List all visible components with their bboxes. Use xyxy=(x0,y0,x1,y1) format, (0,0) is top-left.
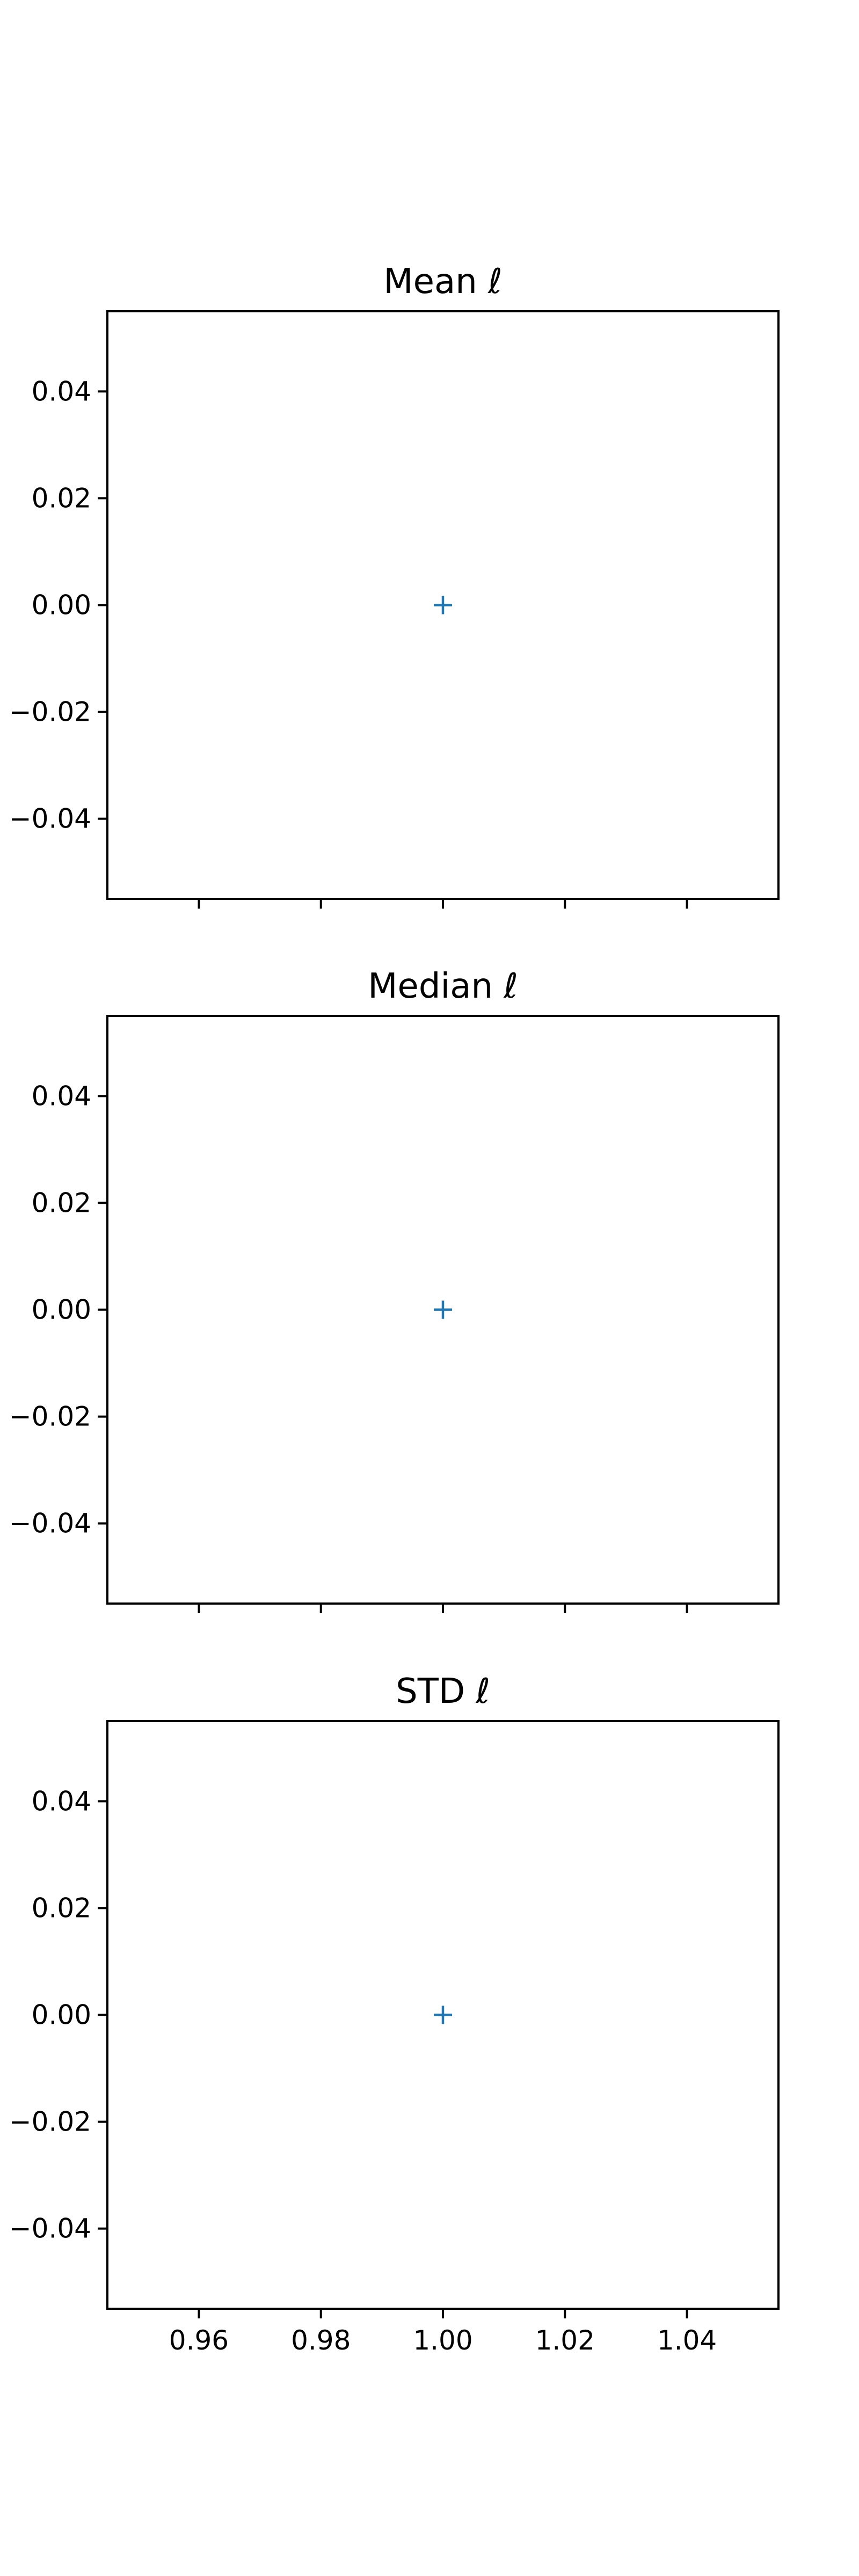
subplot-3-xtick-label: 1.04 xyxy=(657,2325,717,2356)
subplot-2-ytick-label: 0.02 xyxy=(32,1187,91,1218)
subplot-2-ytick-label: −0.02 xyxy=(9,1401,91,1432)
subplot-1-ytick-label: −0.04 xyxy=(9,803,91,835)
subplot-1-ytick-label: 0.04 xyxy=(32,376,91,407)
subplot-1-ytick-label: −0.02 xyxy=(9,697,91,728)
subplot-3-ytick-label: 0.02 xyxy=(32,1892,91,1923)
subplot-2-ytick-label: −0.04 xyxy=(9,1508,91,1539)
subplot-1-ytick-label: 0.02 xyxy=(32,482,91,514)
subplot-1-data-point xyxy=(434,596,452,614)
subplot-3-ytick-label: −0.02 xyxy=(9,2106,91,2138)
subplot-3-data-point xyxy=(434,2006,452,2024)
subplot-3-ytick-label: 0.04 xyxy=(32,1785,91,1817)
subplot-3-xtick-label: 1.02 xyxy=(535,2325,595,2356)
subplot-2-data-point xyxy=(434,1300,452,1319)
subplot-3-ytick-label: 0.00 xyxy=(32,2000,91,2031)
subplot-2-ytick-label: 0.04 xyxy=(32,1080,91,1111)
subplot-3-ytick-label: −0.04 xyxy=(9,2213,91,2244)
subplot-1-title: Mean ℓ xyxy=(383,262,502,302)
subplot-2-title: Median ℓ xyxy=(368,967,518,1006)
subplot-2-ytick-label: 0.00 xyxy=(32,1294,91,1326)
subplot-3-xtick-label: 1.00 xyxy=(413,2325,472,2356)
subplot-3-title: STD ℓ xyxy=(396,1672,490,1711)
subplot-1-ytick-label: 0.00 xyxy=(32,590,91,621)
subplot-3-xtick-label: 0.98 xyxy=(291,2325,351,2356)
subplot-3-xtick-label: 0.96 xyxy=(169,2325,229,2356)
